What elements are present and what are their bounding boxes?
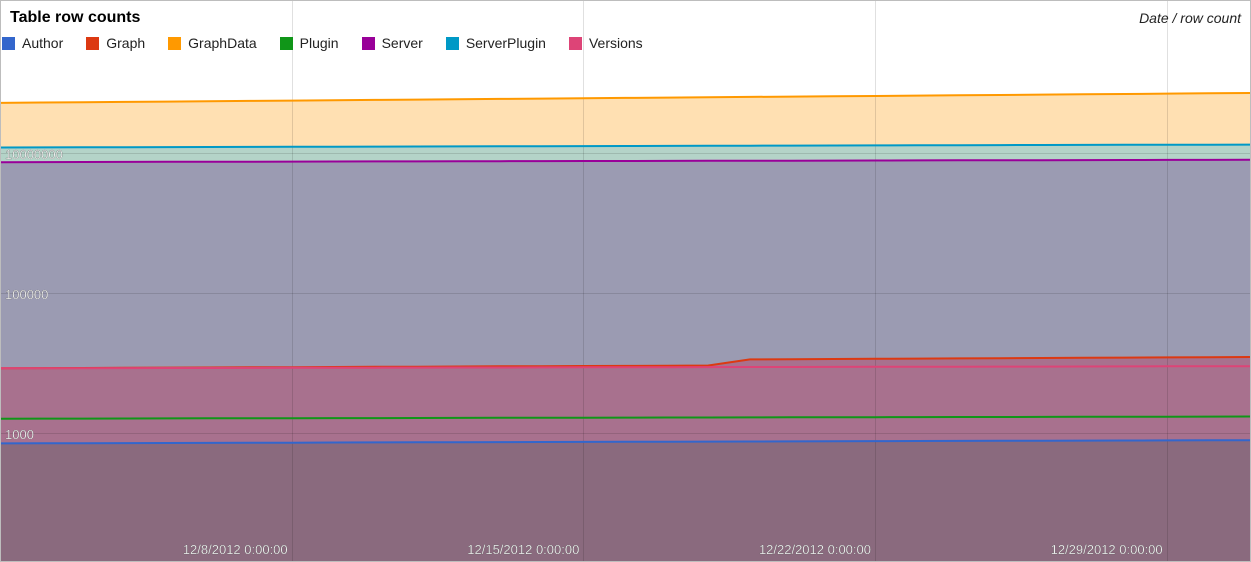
legend-label-graph: Graph [106, 35, 146, 51]
legend-swatch-author [2, 36, 15, 50]
area-author [0, 440, 1250, 561]
y-tick-label-1: 100000 [5, 287, 48, 302]
legend-swatch-graphdata [168, 36, 182, 50]
legend-swatch-plugin [279, 36, 293, 50]
series-line-author [0, 439, 1251, 445]
y-tick-label-2: 10000000 [5, 147, 63, 162]
chart-title: Table row counts [10, 9, 141, 26]
legend-item-plugin[interactable]: Plugin [279, 35, 339, 51]
legend-label-graphdata: GraphData [188, 35, 257, 51]
x-tick-label-1: 12/15/2012 0:00:00 [467, 542, 579, 557]
x-tick-label-0: 12/8/2012 0:00:00 [183, 542, 288, 557]
series-line-graphdata [0, 92, 1251, 104]
legend-item-server[interactable]: Server [361, 35, 423, 51]
axis-caption: Date / row count [1139, 10, 1241, 26]
legend-swatch-graph [86, 36, 100, 50]
legend-swatch-versions [568, 36, 582, 50]
legend-item-graph[interactable]: Graph [86, 35, 145, 51]
legend-item-serverplugin[interactable]: ServerPlugin [445, 35, 546, 51]
legend-item-author[interactable]: Author [2, 35, 63, 51]
legend-label-author: Author [22, 35, 64, 51]
legend-swatch-server [361, 36, 375, 50]
legend-label-serverplugin: ServerPlugin [465, 35, 546, 51]
x-tick-label-3: 12/29/2012 0:00:00 [1051, 542, 1163, 557]
legend: Author Graph GraphData Plugin Server ServerPl… [2, 34, 666, 52]
legend-label-server: Server [381, 35, 423, 51]
series-line-server [0, 158, 1251, 164]
x-tick-label-2: 12/22/2012 0:00:00 [759, 542, 871, 557]
y-tick-label-0: 1000 [5, 427, 34, 442]
series-line-plugin [0, 415, 1251, 420]
legend-item-versions[interactable]: Versions [568, 35, 643, 51]
legend-label-plugin: Plugin [299, 35, 339, 51]
series-line-serverplugin [0, 143, 1251, 149]
legend-item-graphdata[interactable]: GraphData [168, 35, 257, 51]
legend-swatch-serverplugin [445, 36, 459, 50]
legend-label-versions: Versions [588, 35, 643, 51]
series-line-versions [0, 365, 1251, 370]
